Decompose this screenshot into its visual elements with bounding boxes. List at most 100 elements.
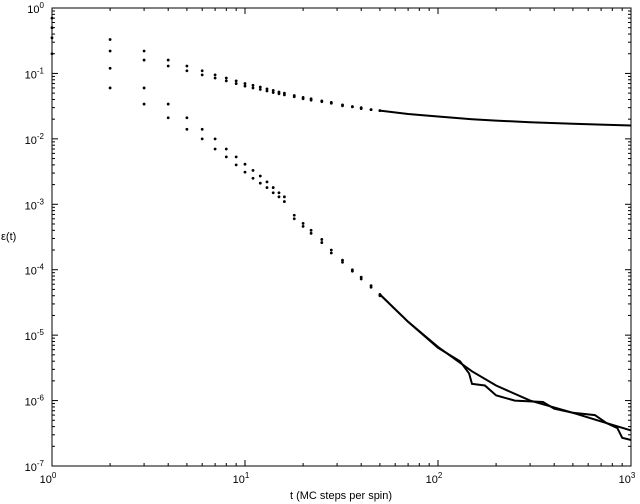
data-point-series-4	[265, 186, 269, 189]
axis-ticks	[51, 8, 631, 467]
x-tick-labels: 100 101 102 103	[40, 471, 636, 486]
data-point-series-2	[378, 109, 382, 113]
data-point-series-3	[341, 258, 344, 262]
data-point-series-3	[251, 168, 255, 172]
data-point-series-1	[142, 49, 146, 53]
y-tick-label: 100	[27, 1, 44, 16]
y-tick-labels: 100 10-1 10-2 10-3 10-4 10-5 10-6 10-7	[25, 1, 45, 474]
y-tick-label: 10-3	[25, 197, 45, 212]
data-point-series-1	[224, 76, 228, 80]
data-point-series-3	[224, 147, 228, 151]
series-line-3	[379, 293, 632, 441]
data-point-series-1	[234, 79, 238, 83]
series-line-1	[379, 109, 632, 127]
data-point-series-3	[108, 66, 112, 70]
data-point-series-1	[258, 85, 262, 89]
data-point-series-2	[185, 69, 189, 73]
data-point-series-4	[277, 195, 281, 199]
data-point-series-2	[271, 91, 275, 94]
data-point-series-1	[185, 64, 189, 68]
data-point-series-3	[301, 222, 305, 225]
data-point-series-4	[359, 277, 363, 281]
data-point-series-4	[200, 137, 204, 141]
x-tick-label: 101	[233, 471, 250, 486]
data-point-series-3	[213, 137, 217, 141]
data-point-series-2	[108, 49, 112, 53]
data-point-series-2	[213, 76, 217, 80]
y-tick-label: 10-7	[25, 459, 45, 474]
data-point-series-2	[301, 97, 305, 101]
data-point-series-1	[251, 83, 255, 87]
data-point-series-3	[258, 174, 262, 178]
data-point-series-3	[292, 213, 296, 217]
data-point-series-3	[320, 238, 324, 241]
data-point-series-3	[265, 180, 269, 184]
y-tick-label: 10-2	[25, 132, 45, 147]
data-point-series-4	[271, 191, 275, 195]
data-point-series-2	[292, 95, 296, 99]
x-tick-label: 103	[619, 471, 636, 486]
data-point-series-4	[378, 294, 382, 298]
data-point-series-2	[224, 79, 228, 83]
data-point-series-4	[243, 170, 247, 174]
data-point-series-1	[213, 73, 217, 77]
plot-frame	[51, 7, 632, 467]
data-point-series-2	[369, 108, 373, 112]
data-point-series-3	[50, 36, 54, 40]
data-point-series-2	[50, 26, 54, 30]
data-point-series-1	[271, 89, 275, 92]
data-point-series-4	[224, 155, 228, 159]
data-point-series-3	[282, 195, 286, 199]
data-point-series-4	[301, 224, 305, 228]
data-point-series-3	[277, 191, 281, 195]
data-point-series-1	[108, 38, 112, 41]
data-point-series-4	[251, 176, 255, 180]
data-point-series-2	[350, 105, 354, 109]
data-point-series-3	[142, 86, 146, 90]
series-line-2	[379, 293, 632, 432]
data-point-series-4	[234, 163, 238, 167]
data-point-series-4	[50, 52, 54, 56]
data-point-series-4	[369, 285, 373, 289]
y-tick-label: 10-4	[25, 263, 45, 278]
data-point-series-1	[200, 69, 204, 73]
data-point-series-3	[309, 228, 313, 232]
data-point-series-4	[108, 86, 112, 90]
x-axis-label: t (MC steps per spin)	[290, 490, 392, 502]
data-point-series-4	[142, 102, 146, 106]
data-point-series-3	[243, 162, 247, 166]
data-point-series-4	[309, 231, 313, 235]
data-point-series-2	[243, 84, 247, 88]
data-point-series-4	[166, 116, 170, 120]
data-point-series-1	[50, 16, 54, 20]
data-point-series-2	[258, 88, 262, 91]
data-point-series-4	[329, 251, 333, 255]
data-point-series-4	[341, 260, 344, 264]
data-point-series-2	[277, 92, 281, 96]
series-markers	[50, 16, 382, 298]
data-point-series-2	[341, 104, 344, 108]
data-point-series-2	[359, 107, 363, 111]
series-lines	[379, 109, 632, 441]
data-point-series-3	[234, 155, 238, 159]
data-point-series-1	[265, 87, 269, 91]
y-axis-label: ε(t)	[1, 231, 16, 243]
data-point-series-1	[166, 58, 170, 62]
data-point-series-3	[185, 116, 189, 120]
data-point-series-4	[350, 269, 354, 273]
x-tick-label: 100	[40, 471, 57, 486]
data-point-series-2	[142, 58, 146, 62]
data-point-series-2	[329, 101, 333, 105]
data-point-series-4	[258, 181, 262, 185]
data-point-series-2	[166, 64, 170, 68]
data-point-series-4	[292, 217, 296, 221]
data-point-series-2	[200, 73, 204, 77]
y-tick-label: 10-5	[25, 328, 45, 343]
data-point-series-4	[320, 241, 324, 244]
data-point-series-4	[282, 200, 286, 203]
x-tick-label: 102	[426, 471, 443, 486]
data-point-series-2	[320, 100, 324, 104]
data-point-series-2	[265, 89, 269, 93]
data-point-series-2	[234, 82, 238, 85]
